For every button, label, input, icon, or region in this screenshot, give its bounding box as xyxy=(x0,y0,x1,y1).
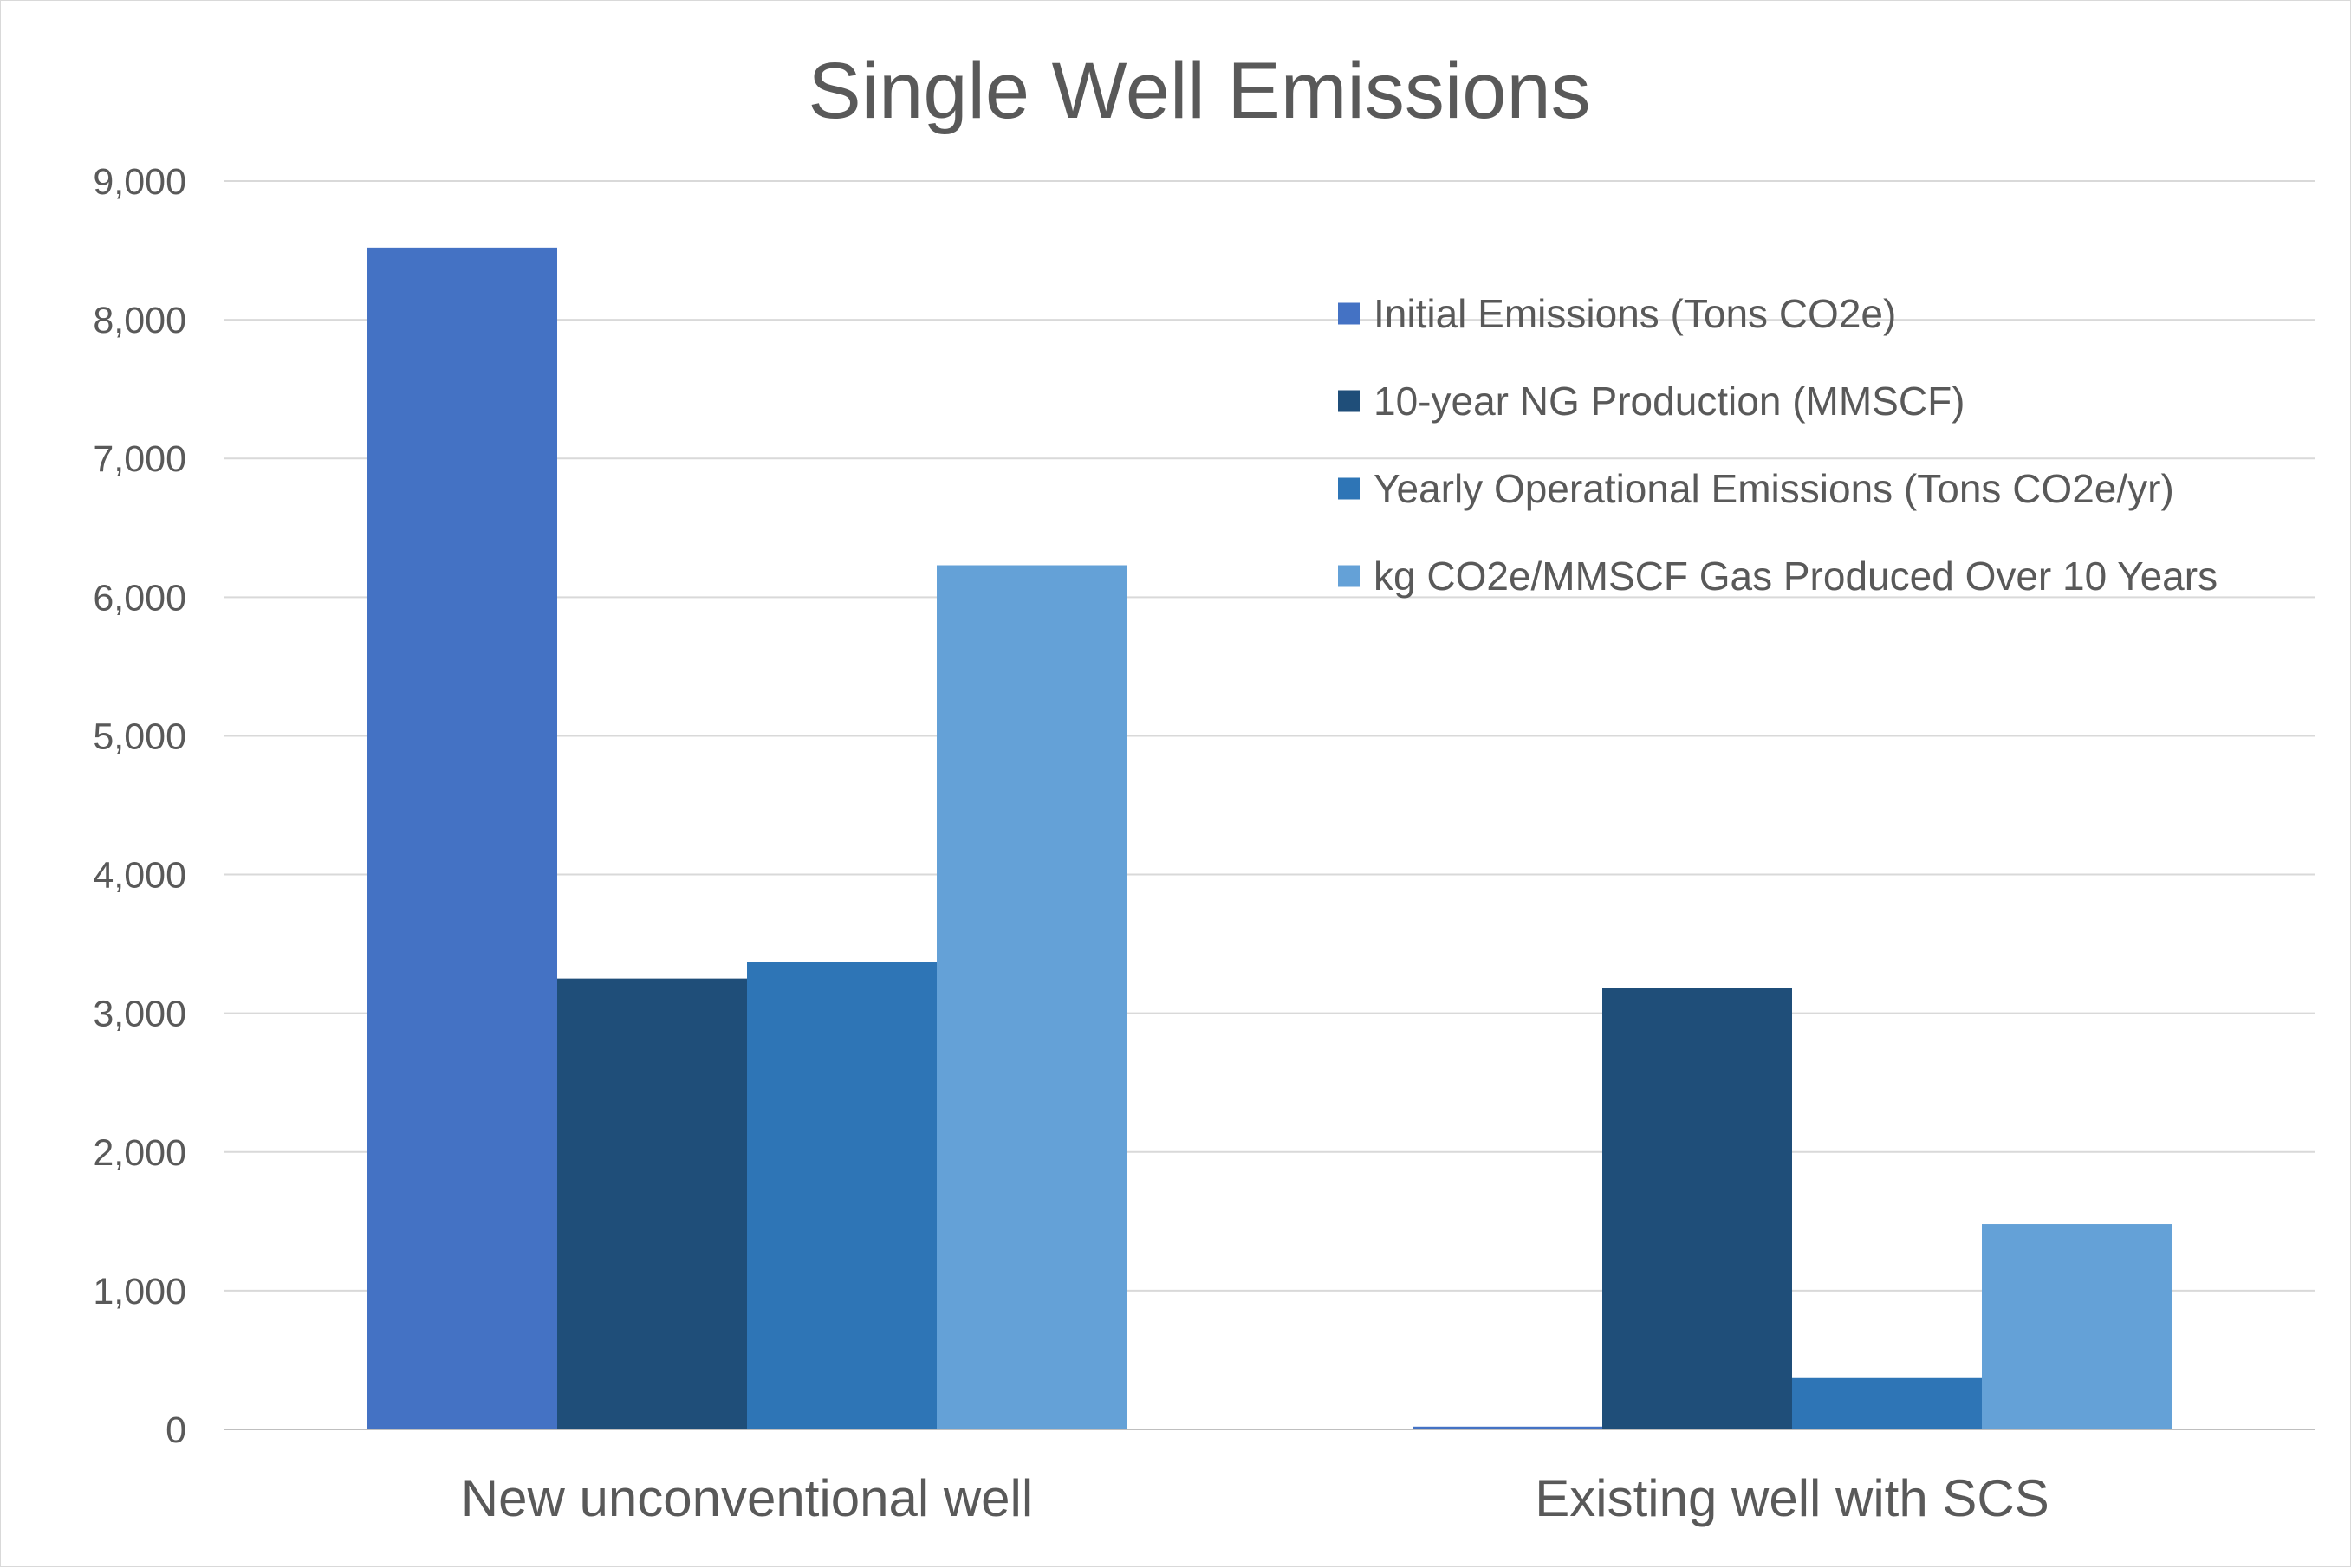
x-category-label: New unconventional well xyxy=(461,1469,1033,1527)
y-tick-label: 2,000 xyxy=(93,1132,186,1174)
y-tick-label: 1,000 xyxy=(93,1271,186,1312)
y-tick-label: 6,000 xyxy=(93,577,186,619)
legend-swatch xyxy=(1338,390,1360,412)
bar xyxy=(1602,988,1792,1429)
x-category-label: Existing well with SCS xyxy=(1535,1469,2049,1527)
bar xyxy=(1413,1426,1602,1429)
bar xyxy=(747,962,937,1429)
legend-swatch xyxy=(1338,302,1360,325)
y-tick-label: 0 xyxy=(166,1409,186,1451)
y-tick-label: 8,000 xyxy=(93,300,186,341)
y-tick-label: 5,000 xyxy=(93,716,186,757)
x-axis-category-labels: New unconventional well Existing well wit… xyxy=(461,1469,2049,1527)
y-axis-tick-labels: 0 1,000 2,000 3,000 4,000 5,000 6,000 7,000 8,00… xyxy=(93,161,186,1451)
bar xyxy=(557,978,747,1429)
bar xyxy=(1792,1377,1982,1429)
bar xyxy=(1982,1224,2172,1429)
y-tick-label: 4,000 xyxy=(93,855,186,897)
y-tick-label: 7,000 xyxy=(93,438,186,480)
legend-label: Initial Emissions (Tons CO2e) xyxy=(1374,291,1896,336)
legend-label: 10-year NG Production (MMSCF) xyxy=(1374,379,1965,424)
legend-swatch xyxy=(1338,565,1360,587)
y-tick-label: 9,000 xyxy=(93,161,186,203)
bar xyxy=(937,565,1127,1429)
bar xyxy=(367,247,557,1430)
bars xyxy=(367,247,2172,1430)
legend-swatch xyxy=(1338,477,1360,500)
y-tick-label: 3,000 xyxy=(93,994,186,1035)
legend-label: Yearly Operational Emissions (Tons CO2e/… xyxy=(1374,466,2174,511)
legend: Initial Emissions (Tons CO2e) 10-year NG … xyxy=(1338,291,2218,599)
chart-title: Single Well Emissions xyxy=(808,47,1590,135)
legend-label: kg CO2e/MMSCF Gas Produced Over 10 Years xyxy=(1374,554,2218,599)
